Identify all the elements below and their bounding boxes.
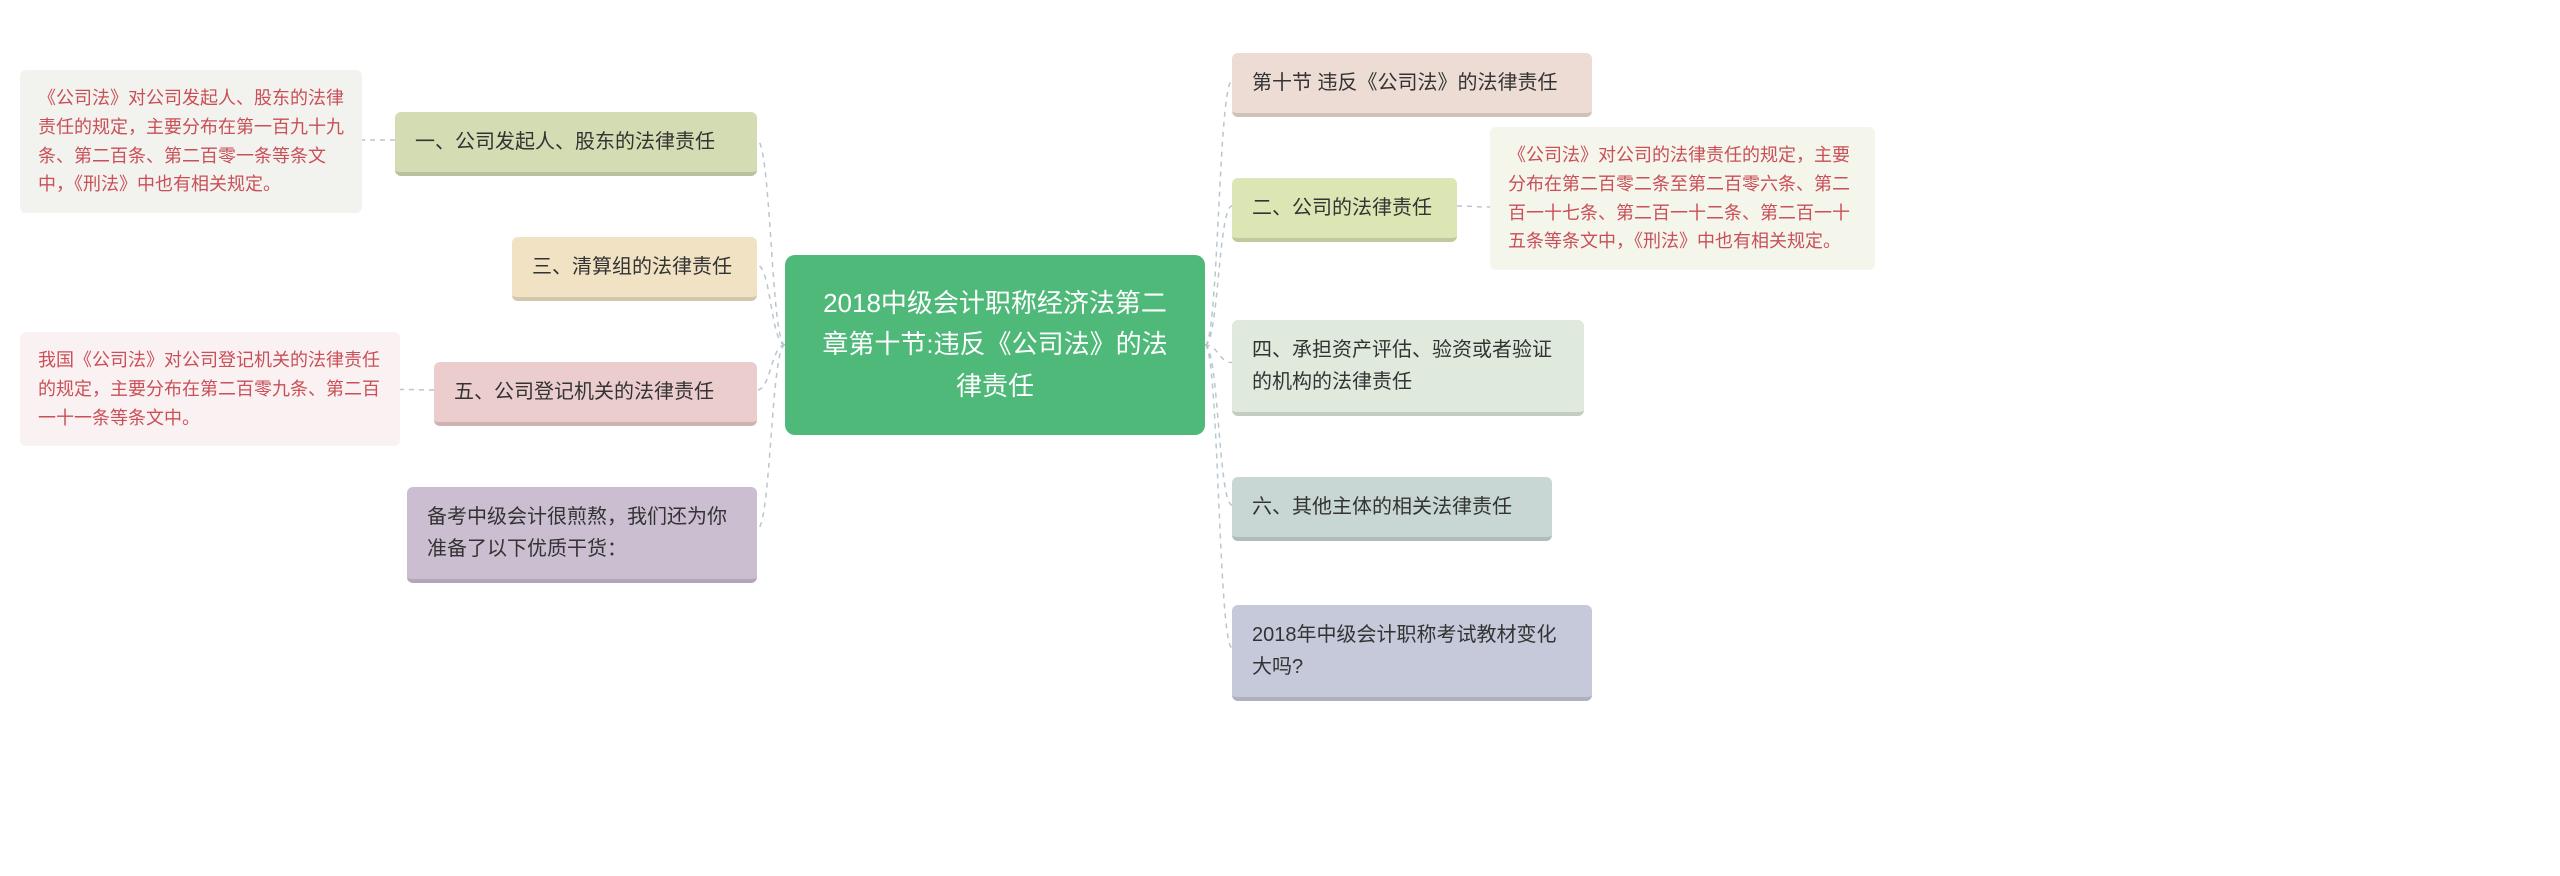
leaf-r2: 《公司法》对公司的法律责任的规定，主要分布在第二百零二条至第二百零六条、第二百一…: [1490, 127, 1875, 270]
branch-r6: 六、其他主体的相关法律责任: [1232, 477, 1552, 541]
branch-r2: 二、公司的法律责任: [1232, 178, 1457, 242]
branch-r0: 第十节 违反《公司法》的法律责任: [1232, 53, 1592, 117]
leaf-l5: 我国《公司法》对公司登记机关的法律责任的规定，主要分布在第二百零九条、第二百一十…: [20, 332, 400, 446]
branch-l5: 五、公司登记机关的法律责任: [434, 362, 757, 426]
branch-l3: 三、清算组的法律责任: [512, 237, 757, 301]
center-topic: 2018中级会计职称经济法第二章第十节:违反《公司法》的法律责任: [785, 255, 1205, 435]
branch-l1: 一、公司发起人、股东的法律责任: [395, 112, 757, 176]
branch-r8: 2018年中级会计职称考试教材变化大吗?: [1232, 605, 1592, 701]
branch-l7: 备考中级会计很煎熬，我们还为你准备了以下优质干货：: [407, 487, 757, 583]
branch-r4: 四、承担资产评估、验资或者验证的机构的法律责任: [1232, 320, 1584, 416]
leaf-l1: 《公司法》对公司发起人、股东的法律责任的规定，主要分布在第一百九十九条、第二百条…: [20, 70, 362, 213]
